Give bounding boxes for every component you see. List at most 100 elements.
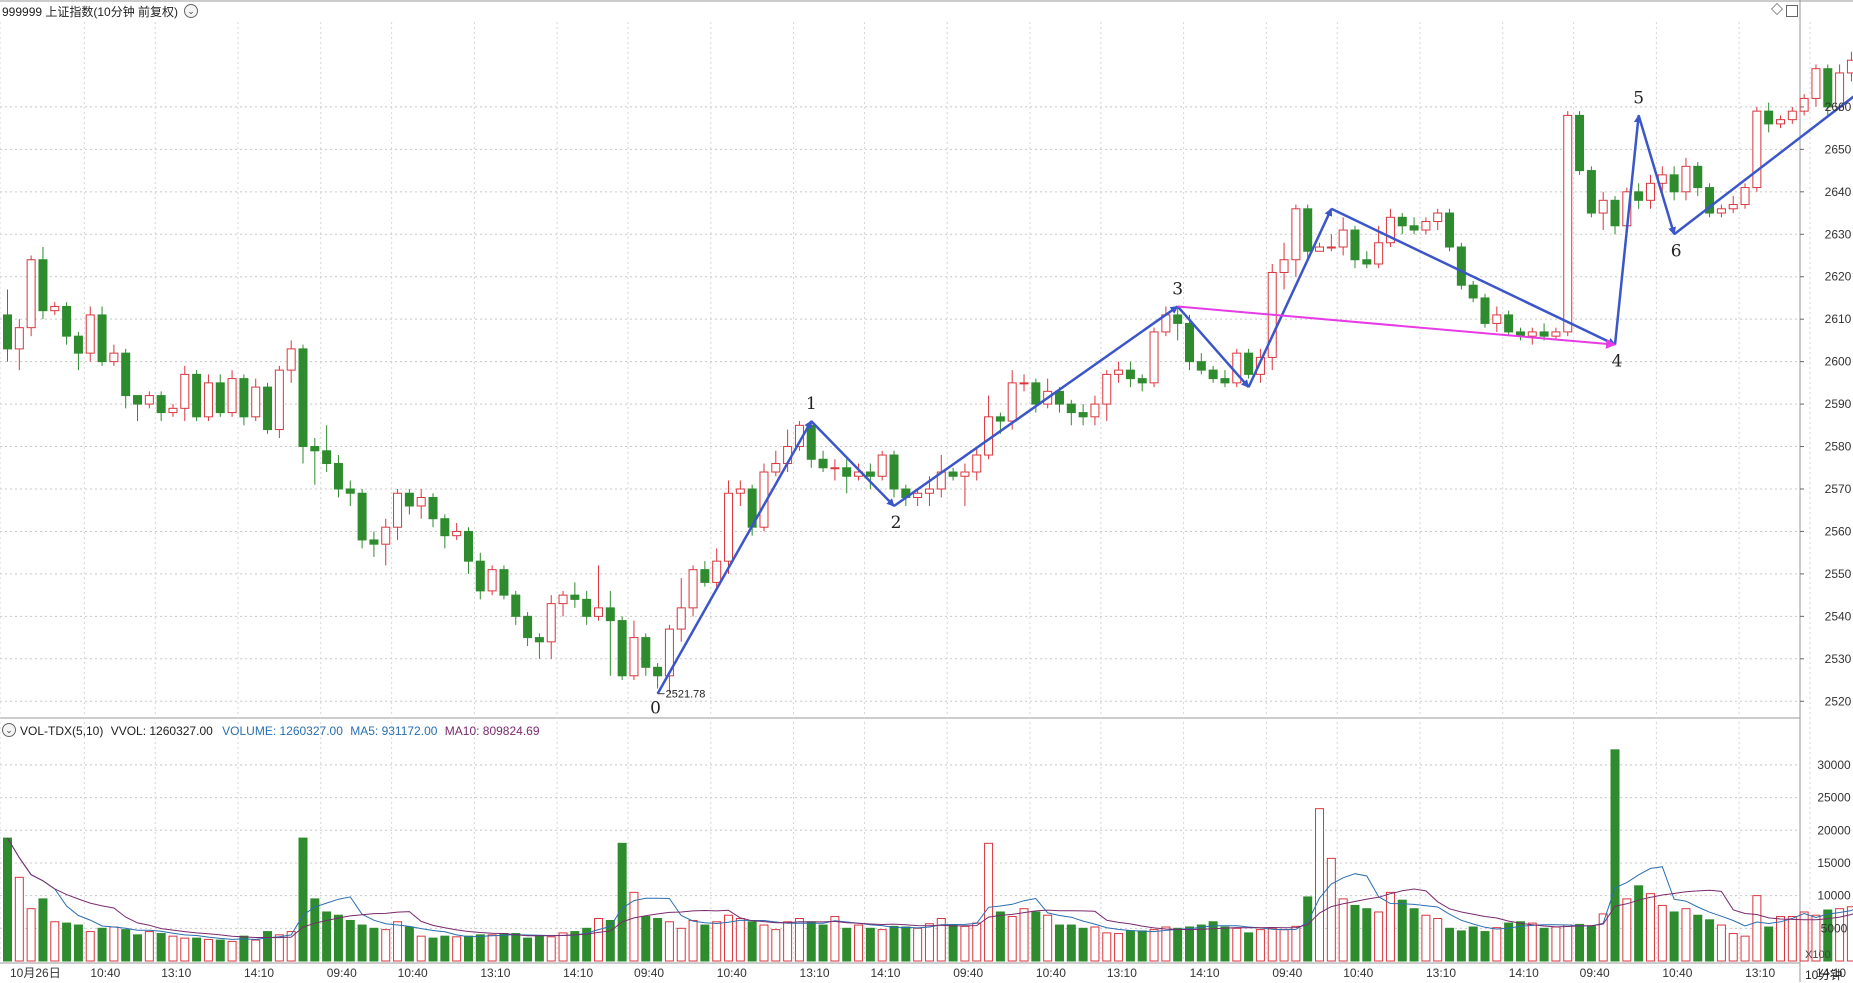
- candle-body: [985, 417, 993, 455]
- volume-bar: [74, 925, 82, 961]
- volume-bar: [1694, 915, 1702, 961]
- period-label[interactable]: 10分钟: [1805, 966, 1842, 983]
- volume-bar: [1032, 912, 1040, 961]
- panel-toggle-icon[interactable]: [1786, 5, 1798, 17]
- volume-bar: [145, 932, 153, 961]
- volume-multiplier: X100: [1805, 949, 1831, 961]
- price-tick-label: 2660: [1825, 100, 1852, 114]
- volume-bar: [595, 919, 603, 961]
- volume-ma10: MA10: 809824.69: [445, 724, 540, 738]
- volume-bar: [1363, 909, 1371, 961]
- candle-body: [1682, 166, 1690, 191]
- wave-segment: [658, 421, 812, 694]
- volume-bar: [27, 909, 35, 961]
- candlestick-series: [4, 35, 1853, 693]
- volume-bar: [1186, 927, 1194, 961]
- candle-body: [1611, 200, 1619, 225]
- volume-bar: [1469, 927, 1477, 961]
- volume-bar: [1635, 886, 1643, 961]
- wave-label-6: 6: [1671, 241, 1682, 261]
- candle-body: [1812, 69, 1820, 99]
- time-tick-label: 14:10: [870, 966, 900, 980]
- candle-body: [524, 616, 532, 637]
- candle-body: [51, 306, 59, 310]
- volume-bar: [654, 919, 662, 961]
- candle-body: [1020, 383, 1028, 384]
- candle-body: [807, 425, 815, 459]
- candle-body: [630, 638, 638, 676]
- volume-bar: [996, 912, 1004, 961]
- candle-body: [1505, 315, 1513, 332]
- volume-bar: [961, 926, 969, 961]
- candle-body: [1398, 217, 1406, 225]
- wave-segment: [1249, 209, 1332, 387]
- volume-bar: [417, 936, 425, 961]
- volume-bar: [689, 920, 697, 961]
- volume-bar: [1351, 905, 1359, 961]
- volume-bar: [1115, 934, 1123, 961]
- volume-bar: [1493, 928, 1501, 961]
- volume-bar: [63, 923, 71, 961]
- candle-body: [1670, 175, 1678, 192]
- volume-bar: [287, 932, 295, 961]
- wave-segment: [894, 306, 1178, 506]
- price-tick-label: 2630: [1825, 227, 1852, 241]
- price-tick-label: 2610: [1825, 312, 1852, 326]
- candle-body: [1800, 98, 1808, 111]
- volume-bar: [1516, 922, 1524, 961]
- candle-body: [1091, 404, 1099, 417]
- candle-body: [275, 370, 283, 429]
- candle-body: [1777, 120, 1785, 124]
- volume-bar: [807, 922, 815, 961]
- candle-body: [193, 374, 201, 416]
- volume-bar: [169, 936, 177, 961]
- volume-bar: [1008, 917, 1016, 961]
- time-tick-label: 10:40: [90, 966, 120, 980]
- volume-bar: [547, 937, 555, 961]
- axis-labels: 2520253025402550256025702580259026002610…: [10, 32, 1853, 980]
- volume-bar: [86, 932, 94, 961]
- price-tick-label: 2520: [1825, 694, 1852, 708]
- candle-body: [701, 570, 709, 583]
- candle-body: [4, 315, 12, 349]
- candle-body: [204, 383, 212, 417]
- candle-body: [890, 455, 898, 489]
- price-tick-label: 2530: [1825, 652, 1852, 666]
- volume-bar: [1150, 930, 1158, 961]
- volume-bar: [134, 935, 142, 961]
- volume-tick-label: 10000: [1817, 889, 1851, 903]
- volume-bar: [748, 922, 756, 961]
- volume-bar: [311, 899, 319, 961]
- candle-body: [1316, 247, 1324, 251]
- candle-body: [1446, 213, 1454, 247]
- candle-body: [134, 396, 142, 404]
- volume-bar: [1670, 912, 1678, 961]
- candle-body: [441, 519, 449, 536]
- volume-bar: [4, 838, 12, 961]
- volume-bar: [1327, 858, 1335, 961]
- candle-body: [725, 493, 733, 561]
- volume-bar: [488, 935, 496, 961]
- volume-bar: [1375, 912, 1383, 961]
- chevron-down-icon[interactable]: ⌄: [184, 4, 198, 18]
- volume-bar: [1434, 919, 1442, 961]
- candle-body: [122, 353, 130, 395]
- candle-body: [1765, 111, 1773, 124]
- time-tick-label: 13:10: [800, 966, 830, 980]
- wave-label-1: 1: [806, 394, 817, 414]
- volume-bar: [618, 843, 626, 961]
- volume-tick-label: 5000: [1821, 921, 1848, 935]
- volume-bar: [1481, 932, 1489, 961]
- volume-bar: [1256, 930, 1264, 961]
- candle-body: [405, 493, 413, 506]
- time-tick-label: 09:40: [1580, 966, 1610, 980]
- volume-bar: [453, 937, 461, 961]
- time-tick-label: 10:40: [1343, 966, 1373, 980]
- price-tick-label: 2540: [1825, 609, 1852, 623]
- volume-bar: [39, 899, 47, 961]
- volume-bar: [299, 838, 307, 961]
- volume-bar: [394, 922, 402, 961]
- low-price-annotation: 2521.78: [666, 689, 706, 701]
- indicator-menu-icon[interactable]: ⌄: [0, 722, 14, 736]
- volume-bar: [1576, 924, 1584, 961]
